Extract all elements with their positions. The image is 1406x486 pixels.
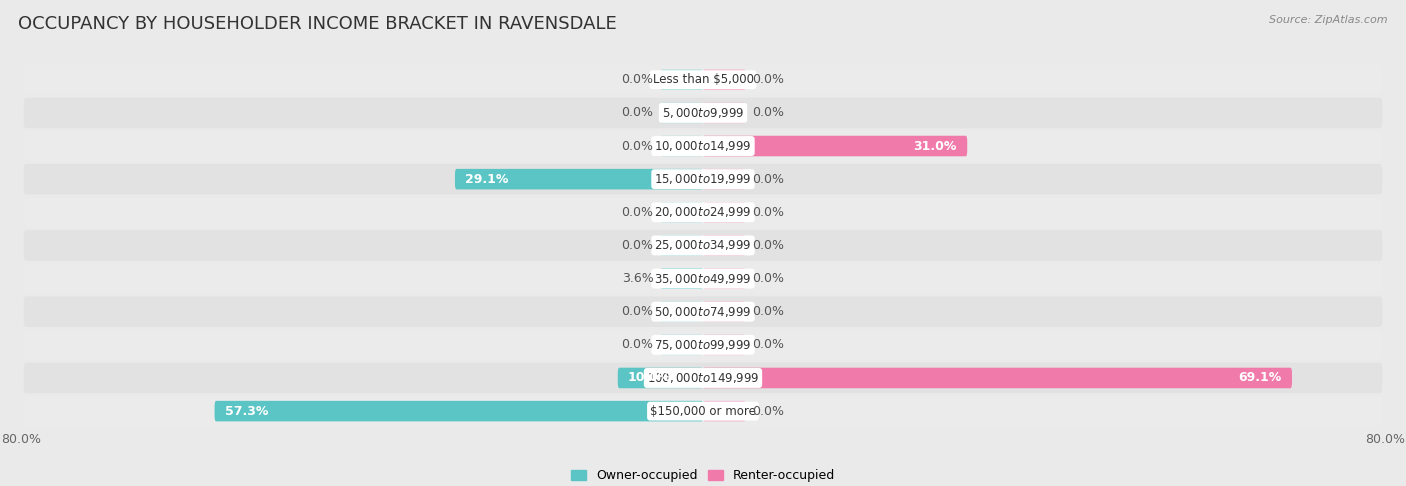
Text: 0.0%: 0.0% bbox=[752, 173, 785, 186]
FancyBboxPatch shape bbox=[24, 164, 1382, 194]
FancyBboxPatch shape bbox=[661, 301, 703, 322]
FancyBboxPatch shape bbox=[24, 197, 1382, 227]
Text: $75,000 to $99,999: $75,000 to $99,999 bbox=[654, 338, 752, 352]
Text: 0.0%: 0.0% bbox=[752, 405, 785, 417]
FancyBboxPatch shape bbox=[703, 268, 745, 289]
Legend: Owner-occupied, Renter-occupied: Owner-occupied, Renter-occupied bbox=[567, 464, 839, 486]
FancyBboxPatch shape bbox=[24, 363, 1382, 393]
FancyBboxPatch shape bbox=[703, 136, 967, 156]
Text: OCCUPANCY BY HOUSEHOLDER INCOME BRACKET IN RAVENSDALE: OCCUPANCY BY HOUSEHOLDER INCOME BRACKET … bbox=[18, 15, 617, 33]
Text: Less than $5,000: Less than $5,000 bbox=[652, 73, 754, 86]
FancyBboxPatch shape bbox=[24, 396, 1382, 426]
Text: 31.0%: 31.0% bbox=[914, 139, 957, 153]
Text: $100,000 to $149,999: $100,000 to $149,999 bbox=[647, 371, 759, 385]
FancyBboxPatch shape bbox=[617, 368, 703, 388]
Text: 0.0%: 0.0% bbox=[752, 106, 785, 120]
FancyBboxPatch shape bbox=[24, 330, 1382, 360]
Text: 0.0%: 0.0% bbox=[621, 338, 654, 351]
FancyBboxPatch shape bbox=[24, 65, 1382, 95]
FancyBboxPatch shape bbox=[24, 296, 1382, 327]
FancyBboxPatch shape bbox=[661, 268, 703, 289]
FancyBboxPatch shape bbox=[703, 368, 1292, 388]
Text: 0.0%: 0.0% bbox=[621, 73, 654, 86]
FancyBboxPatch shape bbox=[661, 136, 703, 156]
Text: $20,000 to $24,999: $20,000 to $24,999 bbox=[654, 205, 752, 219]
FancyBboxPatch shape bbox=[24, 98, 1382, 128]
Text: 0.0%: 0.0% bbox=[752, 206, 785, 219]
Text: 0.0%: 0.0% bbox=[752, 73, 785, 86]
Text: 69.1%: 69.1% bbox=[1239, 371, 1282, 384]
FancyBboxPatch shape bbox=[703, 301, 745, 322]
Text: 0.0%: 0.0% bbox=[752, 272, 785, 285]
Text: $25,000 to $34,999: $25,000 to $34,999 bbox=[654, 239, 752, 252]
FancyBboxPatch shape bbox=[456, 169, 703, 190]
FancyBboxPatch shape bbox=[703, 103, 745, 123]
FancyBboxPatch shape bbox=[661, 69, 703, 90]
Text: 0.0%: 0.0% bbox=[752, 305, 785, 318]
FancyBboxPatch shape bbox=[703, 401, 745, 421]
FancyBboxPatch shape bbox=[703, 202, 745, 223]
FancyBboxPatch shape bbox=[703, 334, 745, 355]
Text: $150,000 or more: $150,000 or more bbox=[650, 405, 756, 417]
FancyBboxPatch shape bbox=[215, 401, 703, 421]
Text: 0.0%: 0.0% bbox=[621, 139, 654, 153]
FancyBboxPatch shape bbox=[703, 235, 745, 256]
FancyBboxPatch shape bbox=[24, 230, 1382, 260]
Text: $5,000 to $9,999: $5,000 to $9,999 bbox=[662, 106, 744, 120]
Text: Source: ZipAtlas.com: Source: ZipAtlas.com bbox=[1270, 15, 1388, 25]
Text: 29.1%: 29.1% bbox=[465, 173, 509, 186]
Text: 0.0%: 0.0% bbox=[752, 239, 785, 252]
Text: $35,000 to $49,999: $35,000 to $49,999 bbox=[654, 272, 752, 286]
FancyBboxPatch shape bbox=[661, 202, 703, 223]
Text: $10,000 to $14,999: $10,000 to $14,999 bbox=[654, 139, 752, 153]
Text: 3.6%: 3.6% bbox=[621, 272, 654, 285]
FancyBboxPatch shape bbox=[661, 235, 703, 256]
FancyBboxPatch shape bbox=[703, 69, 745, 90]
FancyBboxPatch shape bbox=[661, 334, 703, 355]
Text: 0.0%: 0.0% bbox=[621, 239, 654, 252]
Text: 0.0%: 0.0% bbox=[621, 106, 654, 120]
Text: $50,000 to $74,999: $50,000 to $74,999 bbox=[654, 305, 752, 319]
FancyBboxPatch shape bbox=[24, 131, 1382, 161]
Text: 0.0%: 0.0% bbox=[621, 305, 654, 318]
Text: 10.0%: 10.0% bbox=[628, 371, 672, 384]
FancyBboxPatch shape bbox=[24, 263, 1382, 294]
FancyBboxPatch shape bbox=[703, 169, 745, 190]
Text: $15,000 to $19,999: $15,000 to $19,999 bbox=[654, 172, 752, 186]
FancyBboxPatch shape bbox=[661, 103, 703, 123]
Text: 0.0%: 0.0% bbox=[752, 338, 785, 351]
Text: 0.0%: 0.0% bbox=[621, 206, 654, 219]
Text: 57.3%: 57.3% bbox=[225, 405, 269, 417]
